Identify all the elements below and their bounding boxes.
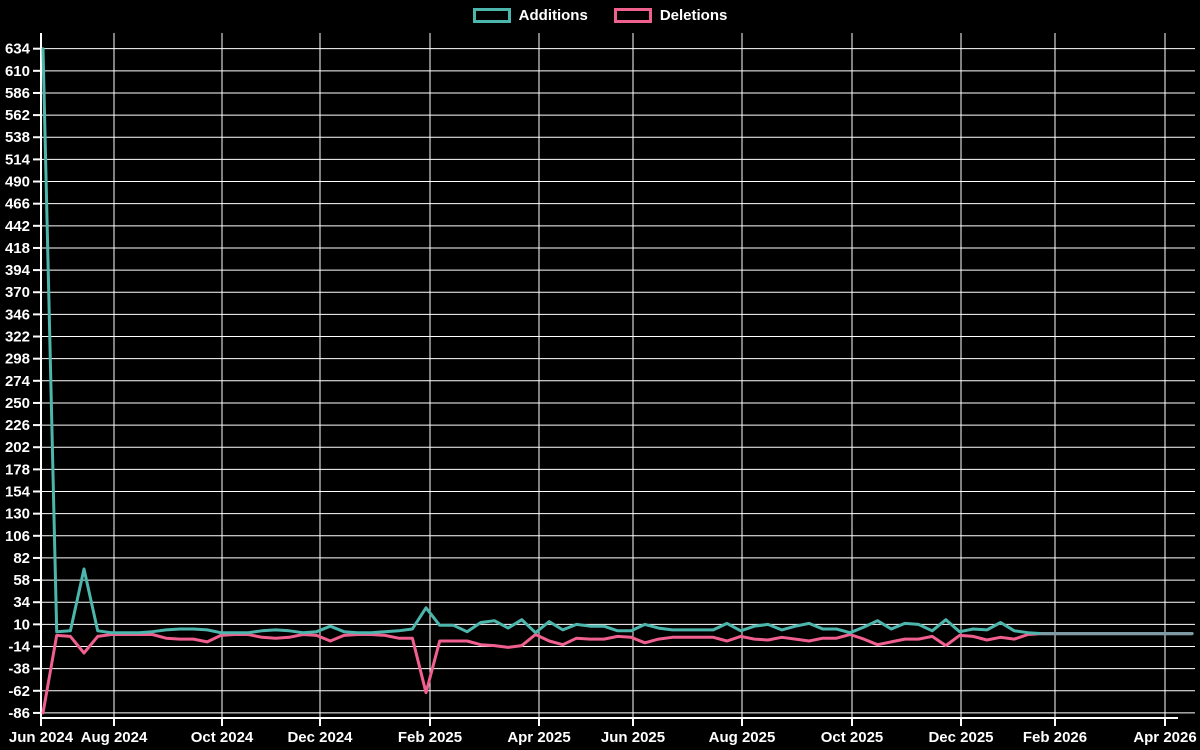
svg-text:-14: -14 <box>8 639 30 656</box>
svg-text:Oct 2024: Oct 2024 <box>191 729 254 746</box>
svg-text:178: 178 <box>5 461 30 478</box>
svg-text:250: 250 <box>5 395 30 412</box>
svg-text:106: 106 <box>5 528 30 545</box>
svg-text:Aug 2025: Aug 2025 <box>709 729 776 746</box>
svg-text:370: 370 <box>5 284 30 301</box>
svg-text:Dec 2025: Dec 2025 <box>928 729 993 746</box>
svg-text:634: 634 <box>5 41 31 58</box>
svg-text:394: 394 <box>5 262 31 279</box>
deletions-swatch-icon <box>613 8 652 23</box>
legend-deletions-label: Deletions <box>659 7 728 24</box>
svg-text:442: 442 <box>5 218 30 235</box>
svg-text:Feb 2025: Feb 2025 <box>398 729 462 746</box>
svg-text:586: 586 <box>5 85 30 102</box>
svg-text:Feb 2026: Feb 2026 <box>1023 729 1087 746</box>
svg-text:418: 418 <box>5 240 30 257</box>
svg-text:Apr 2025: Apr 2025 <box>507 729 570 746</box>
svg-text:-62: -62 <box>8 683 30 700</box>
svg-text:490: 490 <box>5 174 30 191</box>
additions-swatch-icon <box>472 8 511 23</box>
svg-text:82: 82 <box>13 550 30 567</box>
svg-text:58: 58 <box>13 572 30 589</box>
svg-text:Jun 2025: Jun 2025 <box>601 729 665 746</box>
svg-text:-38: -38 <box>8 661 30 678</box>
svg-text:154: 154 <box>5 484 31 501</box>
svg-text:466: 466 <box>5 196 30 213</box>
svg-text:202: 202 <box>5 439 30 456</box>
svg-text:Oct 2025: Oct 2025 <box>821 729 884 746</box>
svg-text:298: 298 <box>5 351 30 368</box>
svg-text:346: 346 <box>5 306 30 323</box>
svg-text:538: 538 <box>5 129 30 146</box>
svg-text:Jun 2024: Jun 2024 <box>9 729 74 746</box>
legend-item-deletions[interactable]: Deletions <box>613 7 728 24</box>
svg-text:274: 274 <box>5 373 31 390</box>
svg-text:322: 322 <box>5 329 30 346</box>
svg-text:Apr 2026: Apr 2026 <box>1133 729 1196 746</box>
legend-additions-label: Additions <box>518 7 588 24</box>
svg-text:34: 34 <box>13 594 30 611</box>
svg-text:514: 514 <box>5 151 31 168</box>
svg-text:610: 610 <box>5 63 30 80</box>
chart-legend: Additions Deletions <box>0 8 1200 23</box>
svg-text:Aug 2024: Aug 2024 <box>81 729 148 746</box>
legend-item-additions[interactable]: Additions <box>472 7 588 24</box>
svg-text:Dec 2024: Dec 2024 <box>287 729 353 746</box>
svg-text:562: 562 <box>5 107 30 124</box>
svg-text:130: 130 <box>5 506 30 523</box>
svg-text:10: 10 <box>13 616 30 633</box>
svg-text:226: 226 <box>5 417 30 434</box>
svg-text:-86: -86 <box>8 705 30 722</box>
